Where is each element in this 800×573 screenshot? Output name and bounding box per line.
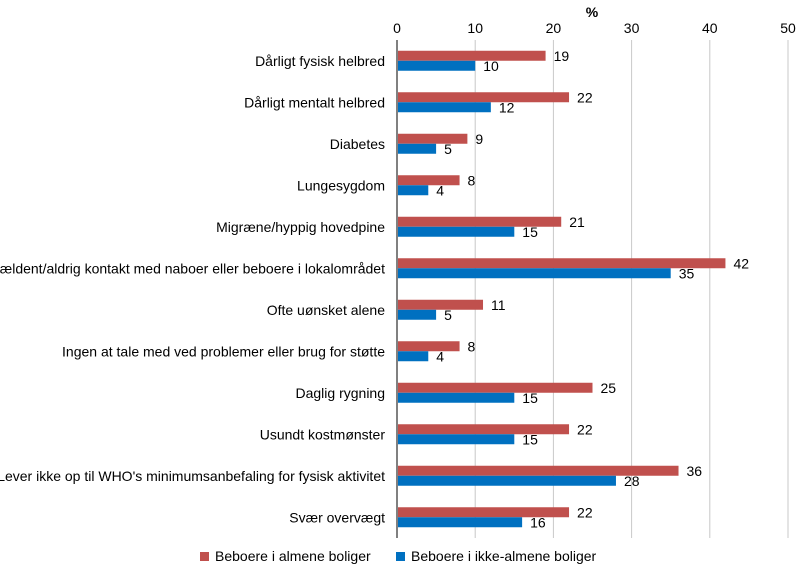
- bar-ikke-almene: [398, 268, 671, 279]
- value-label-almene: 19: [554, 48, 570, 64]
- x-tick-label: 50: [780, 20, 796, 36]
- bar-almene: [398, 92, 570, 103]
- category-label: Migræne/hyppig hovedpine: [216, 219, 385, 235]
- value-label-almene: 8: [468, 338, 476, 354]
- category-labels: Dårligt fysisk helbred Dårligt mentalt he…: [0, 53, 385, 526]
- category-label: Ofte uønsket alene: [267, 302, 386, 318]
- value-label-ikke-almene: 4: [436, 348, 444, 364]
- category-label: Lever ikke op til WHO's minimumsanbefali…: [0, 468, 385, 484]
- value-label-ikke-almene: 5: [444, 141, 452, 157]
- bar-almene: [398, 465, 679, 476]
- bar-almene: [398, 341, 460, 352]
- category-label: Lungesygdom: [297, 177, 385, 193]
- bar-almene: [398, 258, 726, 269]
- x-tick-label: 0: [393, 20, 401, 36]
- value-label-ikke-almene: 4: [436, 182, 444, 198]
- bar-almene: [398, 382, 593, 393]
- value-label-almene: 25: [601, 380, 617, 396]
- legend-item-almene: Beboere i almene boliger: [200, 548, 371, 564]
- category-label: Daglig rygning: [296, 385, 386, 401]
- bar-ikke-almene: [398, 226, 515, 237]
- value-label-almene: 21: [569, 214, 585, 230]
- bar-almene: [398, 133, 468, 144]
- bar-ikke-almene: [398, 351, 429, 362]
- legend-label-almene: Beboere i almene boliger: [215, 548, 371, 564]
- bar-ikke-almene: [398, 185, 429, 196]
- value-label-almene: 8: [468, 172, 476, 188]
- legend-swatch-ikke-almene: [396, 551, 405, 561]
- legend-swatch-almene: [200, 551, 209, 561]
- value-labels: 1910221295842115423511584251522153628221…: [436, 48, 749, 531]
- bar-almene: [398, 50, 546, 61]
- bar-almene: [398, 507, 570, 518]
- x-tick-label: 10: [467, 20, 483, 36]
- value-label-ikke-almene: 5: [444, 307, 452, 323]
- category-label: Dårligt mentalt helbred: [244, 94, 385, 110]
- x-tick-labels: 0 10 20 30 40 50: [393, 20, 796, 36]
- category-label: Usundt kostmønster: [260, 426, 386, 442]
- bar-ikke-almene: [398, 434, 515, 445]
- bar-ikke-almene: [398, 143, 437, 154]
- x-tick-label: 40: [702, 20, 718, 36]
- bar-almene: [398, 216, 562, 227]
- bar-ikke-almene: [398, 102, 491, 113]
- value-label-almene: 9: [475, 131, 483, 147]
- bar-ikke-almene: [398, 392, 515, 403]
- value-label-almene: 22: [577, 421, 593, 437]
- grid-lines: [396, 40, 789, 538]
- x-axis-label: %: [586, 4, 599, 20]
- value-label-almene: 42: [733, 255, 749, 271]
- legend-item-ikke-almene: Beboere i ikke-almene boliger: [396, 548, 596, 564]
- bar-ikke-almene: [398, 475, 616, 486]
- value-label-ikke-almene: 15: [522, 224, 538, 240]
- value-label-ikke-almene: 15: [522, 390, 538, 406]
- category-label: Svær overvægt: [289, 509, 385, 525]
- value-label-almene: 22: [577, 89, 593, 105]
- bar-chart: 0 10 20 30 40 50 % Dårligt fysisk helbredDårl…: [0, 4, 796, 538]
- legend-label-ikke-almene: Beboere i ikke-almene boliger: [411, 548, 597, 564]
- x-tick-label: 30: [624, 20, 640, 36]
- bar-almene: [398, 424, 570, 435]
- bar-ikke-almene: [398, 517, 523, 528]
- legend: Beboere i almene boliger Beboere i ikke-…: [0, 548, 800, 570]
- category-label: Dårligt fysisk helbred: [255, 53, 385, 69]
- value-label-ikke-almene: 15: [522, 431, 538, 447]
- value-label-almene: 36: [687, 463, 703, 479]
- value-label-ikke-almene: 10: [483, 58, 499, 74]
- value-label-ikke-almene: 16: [530, 514, 546, 530]
- value-label-almene: 11: [491, 297, 506, 313]
- bar-almene: [398, 175, 460, 186]
- value-label-almene: 22: [577, 504, 593, 520]
- category-label: Ingen at tale med ved problemer eller br…: [62, 343, 385, 359]
- category-label: Sjældent/aldrig kontakt med naboer eller…: [0, 260, 385, 276]
- value-label-ikke-almene: 12: [499, 99, 515, 115]
- x-tick-label: 20: [546, 20, 562, 36]
- category-label: Diabetes: [330, 136, 385, 152]
- value-label-ikke-almene: 35: [679, 265, 695, 281]
- bar-ikke-almene: [398, 309, 437, 320]
- bar-almene: [398, 299, 484, 310]
- value-label-ikke-almene: 28: [624, 473, 640, 489]
- bar-ikke-almene: [398, 60, 476, 71]
- bars: [398, 50, 726, 528]
